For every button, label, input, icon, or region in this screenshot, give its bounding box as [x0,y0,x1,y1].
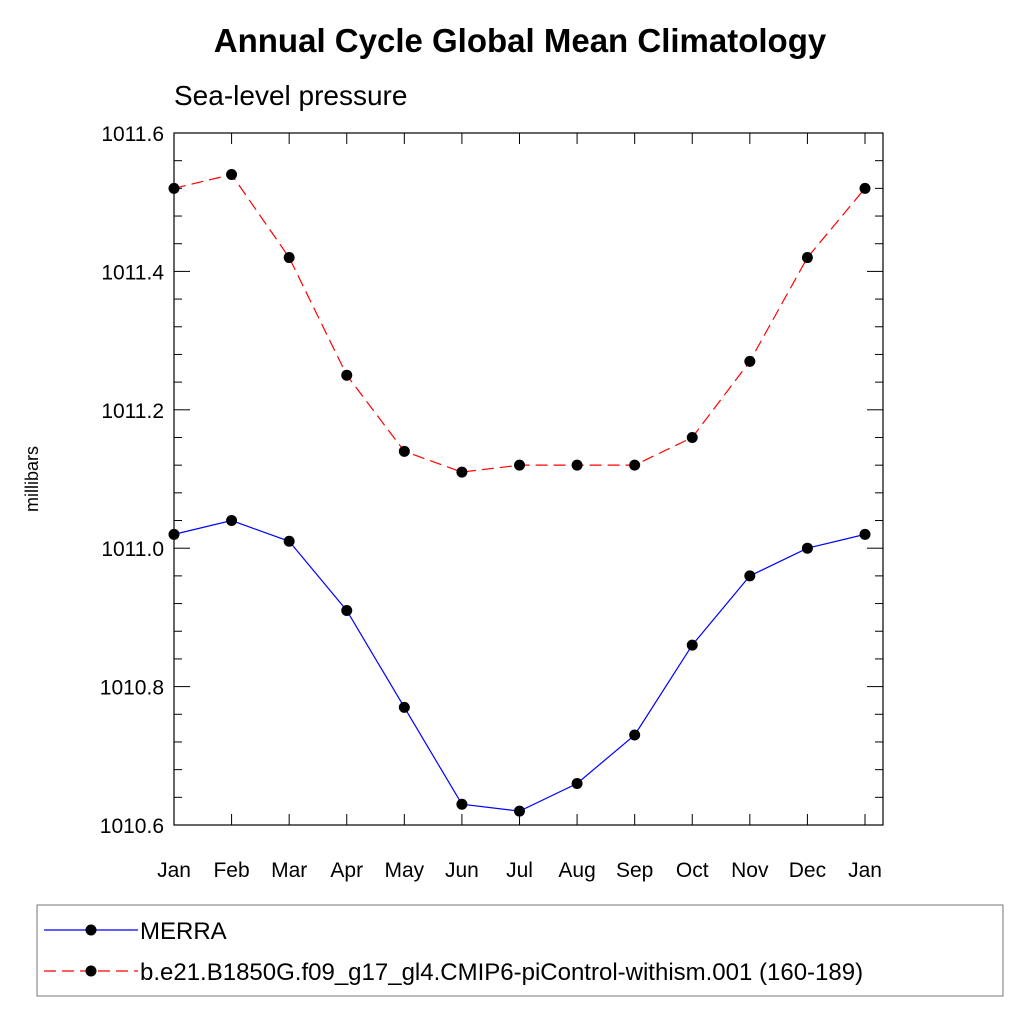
series-1-point [168,528,180,540]
series-line-1 [173,519,866,812]
x-tick-label: Mar [271,859,307,882]
y-tick-label: 1011.0 [101,538,164,561]
x-tick-label: Jan [848,859,882,882]
legend: MERRA b.e21.B1850G.f09_g17_gl4.CMIP6-piCo… [44,918,863,986]
y-tick-label: 1010.8 [100,677,164,700]
x-tick-label: Jun [445,859,479,882]
legend-label-1: MERRA [140,918,227,945]
series-1-point [801,542,813,554]
x-tick-label: May [384,859,424,882]
series-2-point [341,369,353,381]
x-tick-label: Apr [330,859,363,882]
series-2-point [744,355,756,367]
series-2-point [629,459,641,471]
series-1-point [398,701,410,713]
y-axis-label: millibars [22,446,42,512]
series-2-point [859,182,871,194]
series-line-2 [173,173,866,473]
y-tick-label: 1010.6 [100,815,164,838]
x-tick-label: Jul [506,859,533,882]
x-tick-label: Dec [789,859,826,882]
plot-frame [173,132,884,826]
series-2-point [168,182,180,194]
legend-marker-2 [85,965,97,977]
chart-title: Annual Cycle Global Mean Climatology [214,22,827,59]
series-1-point [744,570,756,582]
series-1-point [283,535,295,547]
y-tick-label: 1011.4 [101,261,164,284]
series-2-point [801,252,813,264]
axes: Jan Feb Mar Apr May Jun Jul Aug Sep Oct Nov Dec Jan 1… [100,123,884,882]
legend-box [36,904,1004,997]
legend-marker-1 [85,924,97,936]
series-2-point [686,431,698,443]
series-2-point [514,459,525,471]
plot-series [168,169,871,817]
series-1-point [341,604,353,616]
x-tick-label: Aug [558,859,595,882]
series-1-point [629,729,641,741]
x-tick-label: Sep [616,859,653,882]
legend-label-2: b.e21.B1850G.f09_g17_gl4.CMIP6-piControl… [140,959,863,986]
y-tick-label: 1011.2 [101,400,164,423]
series-1-point [571,777,583,789]
series-2-point [283,252,295,264]
series-2-point [571,459,583,471]
x-tick-label: Nov [731,859,769,882]
series-2-point [398,445,410,457]
series-2-point [456,466,468,478]
series-1-point [514,805,525,817]
series-1-point [686,639,698,651]
series-1-point [456,798,468,810]
x-tick-label: Oct [676,859,709,882]
series-1-point [859,528,871,540]
series-1-point [226,515,238,527]
y-tick-label: 1011.6 [101,123,164,146]
x-tick-label: Jan [157,859,191,882]
chart-subtitle: Sea-level pressure [174,80,407,111]
series-2-point [226,169,238,181]
x-tick-label: Feb [213,859,249,882]
